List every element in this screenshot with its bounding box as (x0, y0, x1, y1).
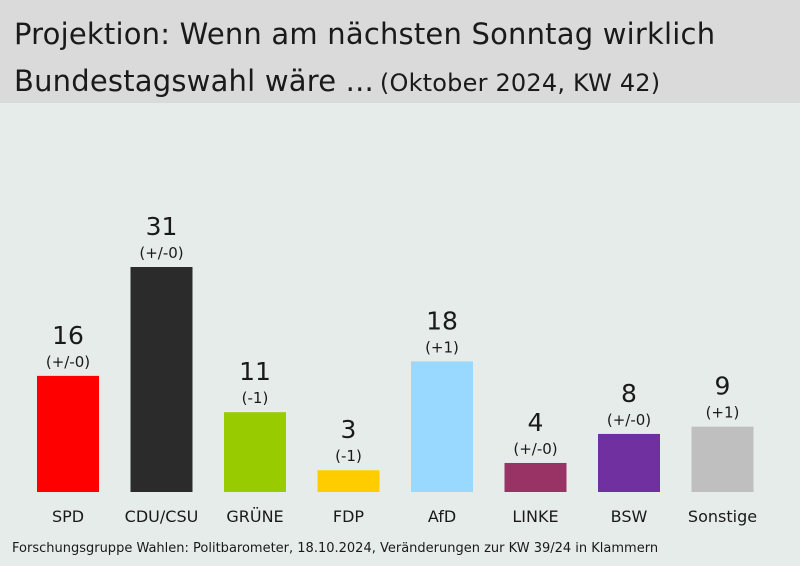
value-label-fdp: 3 (341, 415, 357, 444)
change-label-cdu-csu: (+/-0) (139, 244, 183, 262)
change-label-afd: (+1) (425, 338, 459, 356)
bar-fdp (317, 470, 380, 492)
source-footer: Forschungsgruppe Wahlen: Politbarometer,… (12, 541, 659, 556)
value-label-linke: 4 (528, 408, 544, 437)
change-label-spd: (+/-0) (46, 353, 90, 371)
category-label-afd: AfD (428, 507, 456, 526)
bar-afd (411, 361, 473, 492)
change-label-bsw: (+/-0) (607, 411, 651, 429)
category-label-cdu-csu: CDU/CSU (125, 507, 199, 526)
value-label-sonstige: 9 (715, 372, 731, 401)
value-label-bsw: 8 (621, 379, 637, 408)
chart-title-line2: Bundestagswahl wäre ... (Oktober 2024, KW… (14, 64, 660, 98)
change-label-grüne: (-1) (242, 389, 269, 407)
category-label-linke: LINKE (512, 507, 558, 526)
bar-grüne (224, 412, 286, 492)
bar-chart: 16 (+/-0) SPD 31 (+/-0) CDU/CSU 11 (-1) GRÜNE 3 (-… (37, 212, 757, 526)
value-label-cdu-csu: 31 (146, 212, 178, 241)
category-label-sonstige: Sonstige (688, 507, 757, 526)
bar-linke (504, 462, 567, 492)
chart-subtitle: (Oktober 2024, KW 42) (379, 69, 661, 97)
bar-bsw (598, 433, 660, 492)
category-label-fdp: FDP (333, 507, 365, 526)
chart-header: Projektion: Wenn am nächsten Sonntag wir… (0, 0, 800, 103)
category-label-bsw: BSW (611, 507, 648, 526)
value-label-grüne: 11 (239, 357, 271, 386)
bar-sonstige (691, 426, 754, 492)
chart-title-line2-text: Bundestagswahl wäre ... (14, 64, 374, 98)
change-label-linke: (+/-0) (513, 440, 557, 458)
value-label-spd: 16 (52, 321, 84, 350)
bar-spd (37, 375, 99, 492)
chart-title-line1: Projektion: Wenn am nächsten Sonntag wir… (14, 17, 716, 51)
category-label-grüne: GRÜNE (226, 507, 283, 526)
bar-cdu-csu (130, 267, 193, 492)
category-label-spd: SPD (52, 507, 84, 526)
value-label-afd: 18 (426, 306, 458, 335)
change-label-fdp: (-1) (335, 447, 362, 465)
change-label-sonstige: (+1) (706, 404, 740, 422)
